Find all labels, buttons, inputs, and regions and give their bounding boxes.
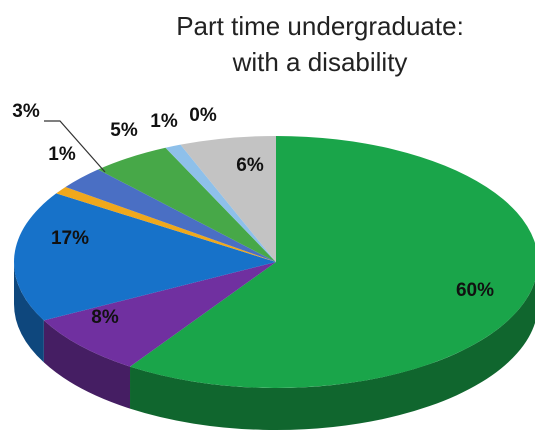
- data-label-1: 8%: [91, 307, 119, 328]
- leader-line-3-percent: [44, 120, 106, 173]
- data-label-0: 60%: [456, 280, 494, 301]
- pie-leader-lines: [44, 120, 106, 173]
- chart-title: Part time undergraduate: with a disabili…: [120, 8, 520, 80]
- pie-slice-4: [65, 169, 276, 262]
- data-label-8: 6%: [236, 155, 264, 176]
- pie-slices: [13, 136, 535, 388]
- pie-slice-2: [13, 193, 277, 321]
- pie-slice-8: [180, 136, 276, 262]
- data-label-6: 1%: [150, 111, 178, 132]
- chart-title-line-2: with a disability: [232, 47, 408, 77]
- data-label-7: 0%: [189, 105, 217, 126]
- data-label-5: 5%: [110, 120, 138, 141]
- pie-slice-1: [43, 262, 277, 367]
- data-label-2: 17%: [51, 228, 89, 249]
- pie-side-1: [43, 320, 131, 409]
- pie-side-2: [14, 262, 44, 363]
- pie-slice-5: [98, 147, 277, 262]
- pie-side-0: [130, 280, 535, 430]
- pie-slice-0: [130, 136, 535, 388]
- pie-slice-3: [56, 186, 276, 262]
- pie-sides: [14, 262, 535, 430]
- pie-data-labels: 60% 8% 17% 1% 3% 5% 1% 0% 6%: [12, 101, 494, 328]
- chart-title-line-1: Part time undergraduate:: [176, 11, 464, 41]
- data-label-3: 1%: [48, 144, 76, 165]
- pie-slice-6: [165, 144, 276, 262]
- data-label-4: 3%: [12, 101, 40, 122]
